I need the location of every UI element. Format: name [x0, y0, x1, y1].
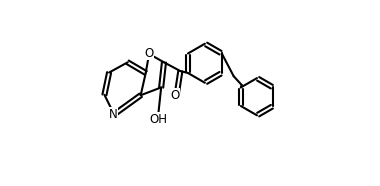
Text: OH: OH — [149, 113, 167, 126]
Text: O: O — [144, 46, 154, 60]
Text: O: O — [170, 89, 179, 102]
Text: N: N — [109, 108, 117, 121]
